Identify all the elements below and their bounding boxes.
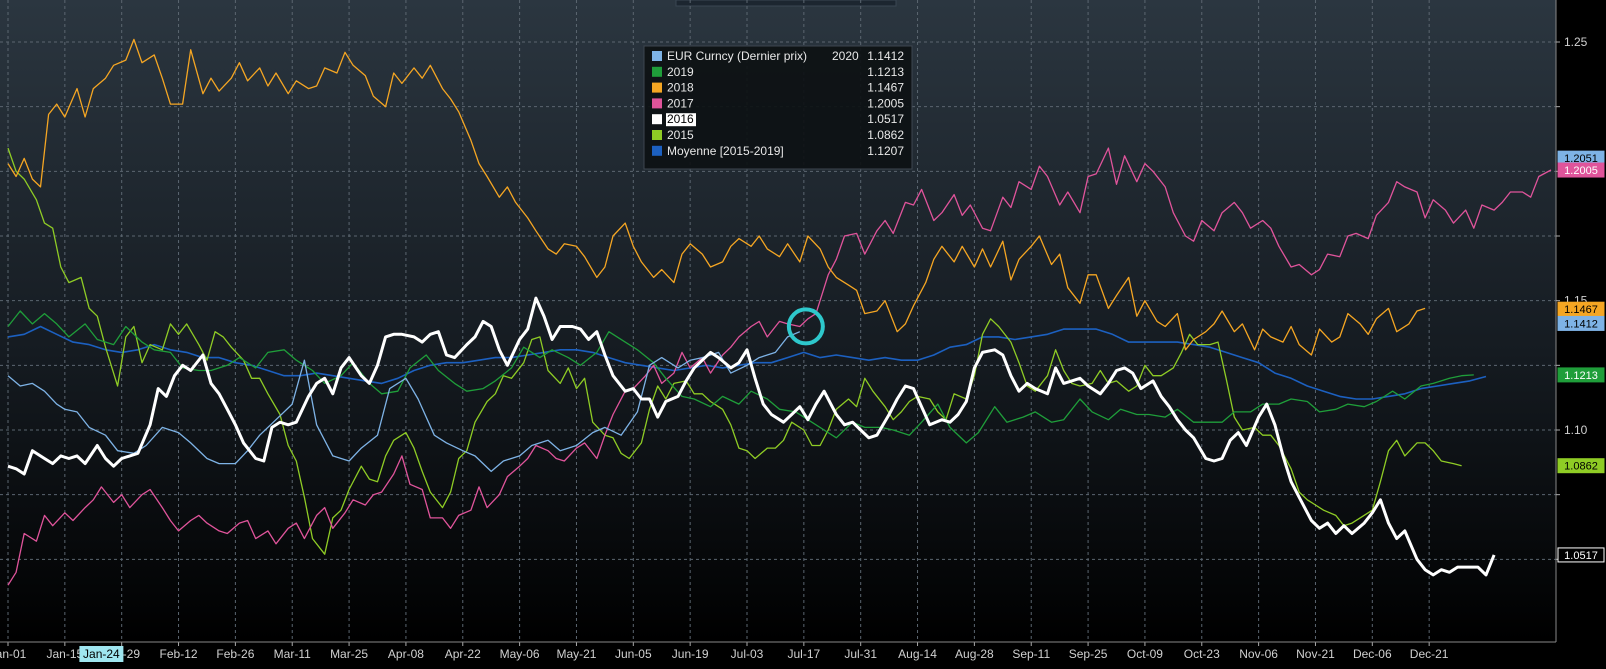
legend-swatch-2017 bbox=[652, 98, 662, 108]
legend-label-2018: 2018 bbox=[667, 81, 694, 95]
x-tick-label: Apr-08 bbox=[388, 647, 424, 661]
value-tag: 1.1213 bbox=[1558, 368, 1604, 382]
x-tick-label: May-06 bbox=[500, 647, 540, 661]
legend-value-2017: 1.2005 bbox=[867, 96, 904, 110]
legend-swatch-2016 bbox=[652, 114, 662, 124]
x-tick-label: Jun-05 bbox=[615, 647, 652, 661]
legend-value-2019: 1.1213 bbox=[867, 65, 904, 79]
y-tick-label: 1.10 bbox=[1564, 423, 1588, 437]
value-tag: 1.0862 bbox=[1558, 459, 1604, 473]
x-tick-label: Nov-21 bbox=[1296, 647, 1335, 661]
y-tick-label: 1.25 bbox=[1564, 35, 1588, 49]
x-tick-label: Jul-17 bbox=[788, 647, 821, 661]
x-tick-label: Apr-22 bbox=[445, 647, 481, 661]
x-tick-label: May-21 bbox=[556, 647, 596, 661]
x-tick-label: Dec-21 bbox=[1410, 647, 1449, 661]
legend-label-2016: 2016 bbox=[667, 112, 694, 126]
x-cursor-label: Jan-24 bbox=[83, 647, 120, 661]
legend-value-2016: 1.0517 bbox=[867, 112, 904, 126]
value-tag-label: 1.0862 bbox=[1564, 461, 1598, 473]
legend-label-2015: 2015 bbox=[667, 128, 694, 142]
legend-value-avg: 1.1207 bbox=[867, 144, 904, 158]
x-tick-label: Jan-15 bbox=[46, 647, 83, 661]
legend-label-avg: Moyenne [2015-2019] bbox=[667, 144, 784, 158]
x-tick-label: Aug-28 bbox=[955, 647, 994, 661]
x-tick-label: Jan-01 bbox=[0, 647, 27, 661]
legend-swatch-2018 bbox=[652, 83, 662, 93]
legend-year-header: 2020 bbox=[832, 49, 859, 63]
legend-value-2018: 1.1467 bbox=[867, 81, 904, 95]
legend-swatch-2015 bbox=[652, 130, 662, 140]
legend-value-2015: 1.0862 bbox=[867, 128, 904, 142]
x-tick-label: Dec-06 bbox=[1353, 647, 1392, 661]
value-tag: 1.1412 bbox=[1558, 316, 1604, 330]
x-tick-label: Mar-25 bbox=[330, 647, 368, 661]
x-tick-label: Aug-14 bbox=[898, 647, 937, 661]
legend-value-2020: 1.1412 bbox=[867, 49, 904, 63]
x-tick-label: Oct-09 bbox=[1127, 647, 1163, 661]
x-tick-label: Sep-25 bbox=[1069, 647, 1108, 661]
legend-swatch-2019 bbox=[652, 67, 662, 77]
top-toolbar-stub bbox=[676, 0, 896, 6]
value-tag: 1.2005 bbox=[1558, 163, 1604, 177]
x-tick-label: Nov-06 bbox=[1239, 647, 1278, 661]
value-tag-label: 1.1412 bbox=[1564, 318, 1598, 330]
x-tick-label: Mar-11 bbox=[274, 647, 311, 661]
x-tick-label: Jul-03 bbox=[731, 647, 764, 661]
x-tick-label: Jun-19 bbox=[672, 647, 709, 661]
value-tag-label: 1.1467 bbox=[1564, 304, 1598, 316]
legend-label-2020: EUR Curncy (Dernier prix) bbox=[667, 49, 807, 63]
x-tick-label: Jul-31 bbox=[844, 647, 877, 661]
legend-label-2017: 2017 bbox=[667, 96, 694, 110]
x-tick-label: Sep-11 bbox=[1012, 647, 1050, 661]
x-tick-label: Feb-26 bbox=[216, 647, 254, 661]
value-tag: 1.0517 bbox=[1558, 548, 1604, 562]
legend-swatch-avg bbox=[652, 146, 662, 156]
x-tick-label: Feb-12 bbox=[160, 647, 198, 661]
value-tag-label: 1.0517 bbox=[1564, 550, 1598, 562]
value-tag-label: 1.1213 bbox=[1564, 370, 1598, 382]
legend: EUR Curncy (Dernier prix) 2020 1.1412 2019 1… bbox=[644, 46, 912, 169]
legend-swatch-2020 bbox=[652, 51, 662, 61]
legend-label-2019: 2019 bbox=[667, 65, 694, 79]
value-tag: 1.1467 bbox=[1558, 302, 1604, 316]
value-tag-label: 1.2005 bbox=[1564, 165, 1598, 177]
x-tick-label: Oct-23 bbox=[1184, 647, 1220, 661]
